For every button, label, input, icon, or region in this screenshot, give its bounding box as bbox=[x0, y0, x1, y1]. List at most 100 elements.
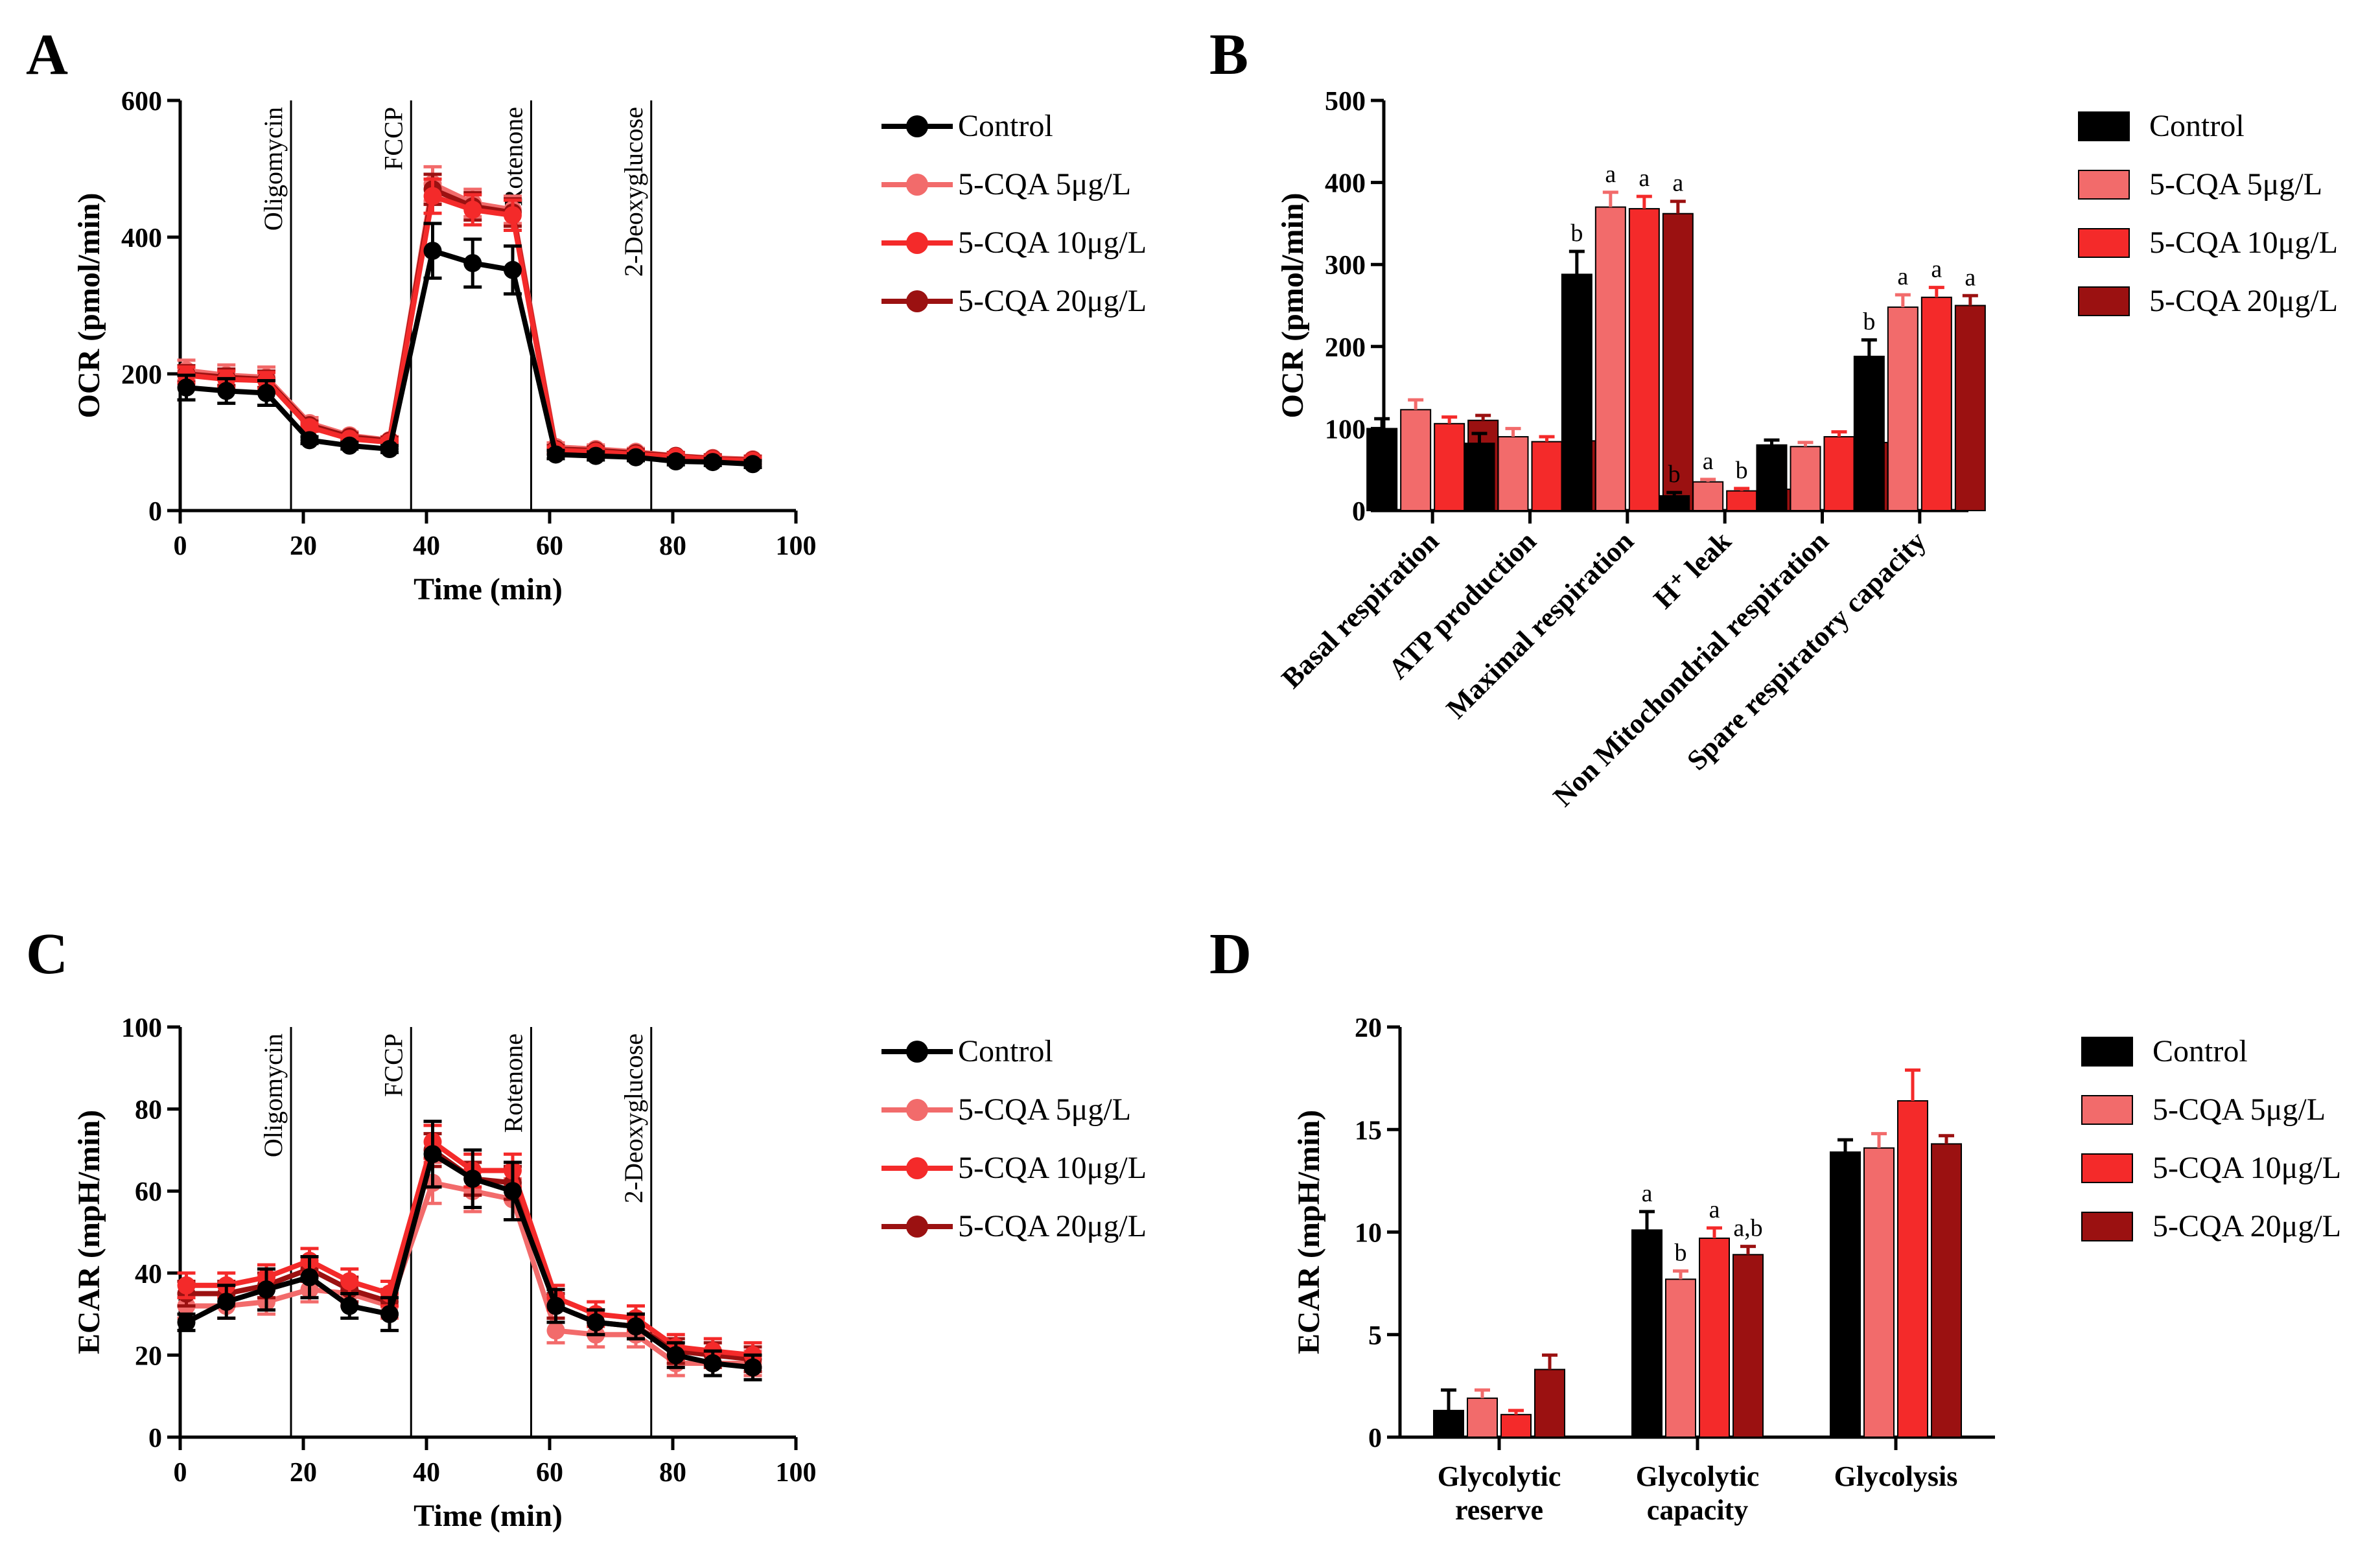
significance-letter: b bbox=[1863, 308, 1875, 336]
bar-group-5-cqa-5ug-l bbox=[1790, 441, 1821, 512]
y-tick-label: 80 bbox=[135, 1096, 162, 1125]
legend-label: 5-CQA 10μg/L bbox=[2149, 225, 2339, 260]
series-control bbox=[177, 1120, 762, 1381]
legend-swatch-control bbox=[2078, 111, 2130, 141]
legend-swatch-5cqa-5 bbox=[2081, 1095, 2133, 1125]
bar-group-5-cqa-5ug-l: a bbox=[1887, 263, 1919, 511]
category-label: reserve bbox=[1455, 1494, 1543, 1526]
legend-label: 5-CQA 20μg/L bbox=[958, 284, 1147, 318]
panel-a: A 0 200 400 600 OCR (pmol/min) 0 20 40 60 80 100 Ti… bbox=[0, 0, 1190, 773]
y-tick-label: 600 bbox=[121, 87, 162, 117]
bar-group-5-cqa-5ug-l: a bbox=[1692, 448, 1724, 512]
data-point bbox=[703, 1354, 722, 1373]
bar-group-control bbox=[1433, 1388, 1464, 1438]
legend-marker-control bbox=[906, 115, 928, 137]
bar bbox=[1366, 428, 1398, 512]
bar bbox=[1863, 1147, 1895, 1438]
legend-label: Control bbox=[2152, 1034, 2248, 1068]
legend-item-5cqa-20: 5-CQA 20μg/L bbox=[881, 1207, 1206, 1246]
bar bbox=[1531, 441, 1563, 512]
y-tick-label: 0 bbox=[1352, 497, 1366, 527]
y-tick-label: 60 bbox=[135, 1177, 162, 1207]
data-point bbox=[423, 187, 442, 205]
x-tick-label: 40 bbox=[413, 1458, 440, 1488]
bar bbox=[1887, 306, 1919, 511]
data-point bbox=[340, 1272, 359, 1291]
data-point bbox=[666, 452, 685, 471]
y-tick-label: 0 bbox=[148, 497, 162, 527]
y-tick-label: 0 bbox=[1368, 1424, 1382, 1453]
bar-group-5-cqa-5ug-l bbox=[1467, 1388, 1498, 1438]
data-point bbox=[743, 1358, 762, 1377]
y-axis-label: ECAR (mpH/min) bbox=[72, 1110, 106, 1354]
bar-group-5-cqa-10ug-l bbox=[1531, 435, 1563, 512]
significance-letter: a,b bbox=[1733, 1215, 1762, 1242]
bar bbox=[1756, 444, 1788, 511]
data-point bbox=[546, 1297, 565, 1315]
legend-marker-5cqa-5 bbox=[906, 1099, 928, 1121]
x-axis-label: Time (min) bbox=[414, 572, 563, 606]
y-tick-label: 10 bbox=[1355, 1219, 1382, 1249]
y-tick-label: 100 bbox=[1325, 415, 1366, 444]
bar-group-control bbox=[1366, 417, 1398, 512]
legend-marker-5cqa-10 bbox=[906, 232, 928, 254]
legend-swatch-5cqa-10 bbox=[2081, 1153, 2133, 1183]
legend-item-control: Control bbox=[2078, 107, 2380, 146]
y-axis-label: OCR (pmol/min) bbox=[72, 193, 106, 419]
category-label: Glycolysis bbox=[1834, 1460, 1958, 1492]
bar-group-5-cqa-10ug-l: a bbox=[1699, 1196, 1730, 1438]
legend-marker-5cqa-20 bbox=[906, 290, 928, 312]
bar-group-control: b bbox=[1561, 220, 1592, 511]
legend-label: 5-CQA 10μg/L bbox=[958, 1151, 1147, 1185]
category-label: H⁺ leak bbox=[1648, 525, 1738, 615]
y-tick-label: 400 bbox=[121, 224, 162, 253]
legend-label: 5-CQA 5μg/L bbox=[2149, 167, 2323, 202]
bar-group-control: b bbox=[1659, 461, 1690, 511]
panel-letter-b: B bbox=[1209, 23, 1249, 87]
legend-label: 5-CQA 20μg/L bbox=[958, 1209, 1147, 1243]
legend-marker-control bbox=[906, 1041, 928, 1063]
bar bbox=[1400, 409, 1432, 511]
bar-group-5-cqa-10ug-l: a bbox=[1628, 165, 1660, 511]
data-point bbox=[177, 1276, 196, 1295]
bar-group-5-cqa-5ug-l: b bbox=[1665, 1240, 1696, 1438]
x-tick-label: 20 bbox=[290, 531, 317, 561]
injection-label-2-deoxyglucose: 2-Deoxyglucose bbox=[619, 1033, 648, 1203]
significance-letter: a bbox=[1703, 448, 1714, 475]
data-point bbox=[504, 206, 522, 225]
data-point bbox=[587, 446, 605, 465]
bar-group-5-cqa-5ug-l bbox=[1863, 1132, 1895, 1438]
legend-label: 5-CQA 5μg/L bbox=[958, 167, 1132, 202]
bar bbox=[1631, 1229, 1662, 1438]
bar-group-5-cqa-20ug-l: a,b bbox=[1732, 1215, 1764, 1438]
category-label: Glycolytic bbox=[1636, 1460, 1760, 1492]
legend-marker-5cqa-20 bbox=[906, 1216, 928, 1238]
significance-letter: b bbox=[1668, 461, 1681, 488]
data-point bbox=[217, 1293, 236, 1311]
injection-label-2-deoxyglucose: 2-Deoxyglucose bbox=[619, 107, 648, 277]
y-tick-label: 200 bbox=[1325, 333, 1366, 363]
legend-label: Control bbox=[958, 109, 1053, 143]
legend-marker-5cqa-10 bbox=[906, 1157, 928, 1179]
bar-group-5-cqa-5ug-l bbox=[1400, 398, 1432, 511]
panel-letter-a: A bbox=[26, 23, 68, 87]
bar bbox=[1897, 1100, 1928, 1438]
legend-label: 5-CQA 10μg/L bbox=[958, 225, 1147, 260]
bar bbox=[1433, 1409, 1464, 1438]
legend-label: Control bbox=[958, 1034, 1053, 1068]
bar bbox=[1561, 273, 1592, 511]
legend-marker-5cqa-5 bbox=[906, 174, 928, 196]
legend-item-5cqa-20: 5-CQA 20μg/L bbox=[2081, 1207, 2380, 1246]
data-point bbox=[703, 453, 722, 472]
bar bbox=[1954, 305, 1986, 511]
bar bbox=[1931, 1143, 1962, 1438]
bar bbox=[1464, 443, 1495, 511]
y-tick-label: 100 bbox=[121, 1013, 162, 1043]
bar-group-5-cqa-10ug-l bbox=[1897, 1068, 1928, 1438]
panel-letter-c: C bbox=[26, 922, 68, 986]
bar bbox=[1692, 481, 1724, 512]
bar-group-control: b bbox=[1853, 308, 1885, 511]
data-point bbox=[257, 1280, 275, 1299]
legend-item-5cqa-5: 5-CQA 5μg/L bbox=[2078, 165, 2380, 204]
bar-group-5-cqa-5ug-l: a bbox=[1594, 161, 1626, 511]
